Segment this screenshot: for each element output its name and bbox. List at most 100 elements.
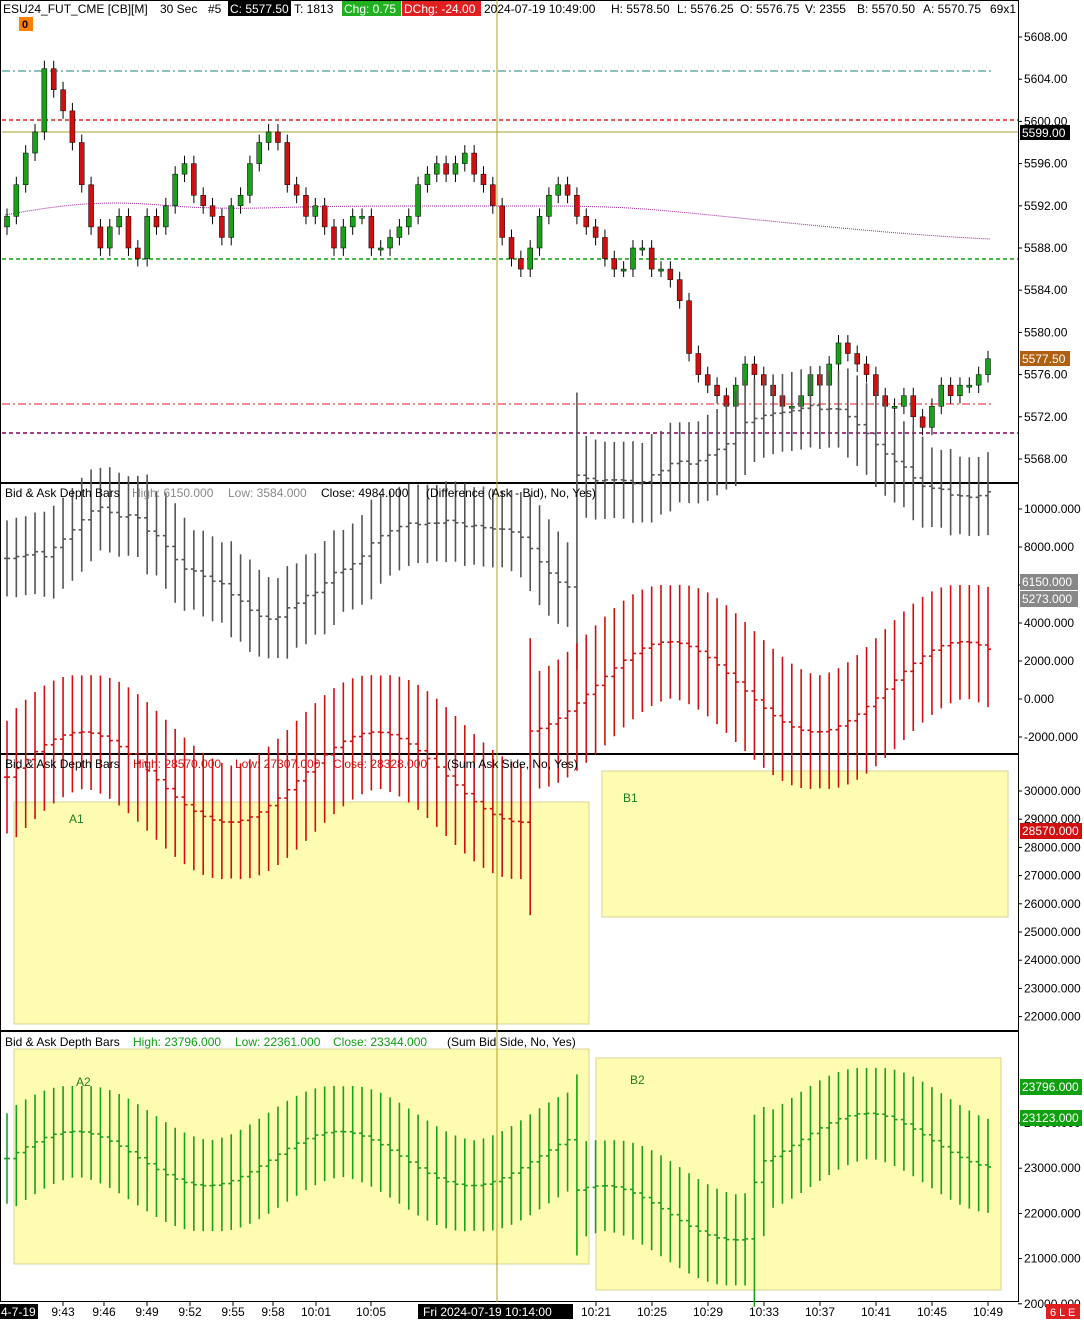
order-badge[interactable]	[19, 17, 33, 31]
candle-body	[583, 216, 590, 228]
price-axis-label: 5608.00	[1024, 30, 1068, 44]
candle-body	[555, 184, 561, 196]
candle-body	[181, 163, 188, 175]
diff-axis-label: 0.000	[1024, 692, 1054, 706]
bid-axis[interactable]: 24000.00023000.00022000.00021000.0002000…	[1018, 1116, 1081, 1311]
header-symbol: ESU24_FUT_CME [CB][M]	[3, 2, 148, 16]
price-tag-orange-bg	[1020, 351, 1070, 366]
header-low: L: 5576.25	[677, 2, 734, 16]
price-axis-label: 5600.00	[1024, 114, 1068, 128]
time-label: 9:43	[51, 1305, 75, 1319]
box-b1[interactable]	[601, 770, 1009, 918]
time-label: 10:21	[581, 1305, 611, 1319]
diff-params: (Difference (Ask - Bid), No, Yes)	[426, 486, 596, 500]
time-label: 10:01	[301, 1305, 331, 1319]
ask-axis-label: 29000.000	[1024, 812, 1081, 826]
candle-body	[321, 205, 328, 228]
time-axis[interactable]: 9:43 9:46 9:49 9:52 9:55 9:58 10:01 10:05 10:21 1…	[51, 1302, 1003, 1319]
ask-high: High: 28570.000	[133, 757, 221, 771]
diff-close: Close: 4984.000	[321, 486, 409, 500]
box-label-b2: B2	[630, 1073, 645, 1087]
time-label: 9:46	[92, 1305, 116, 1319]
candle-body	[901, 395, 907, 407]
candle-body	[620, 268, 627, 272]
ask-axis[interactable]: 30000.000 29000.000 28000.000 27000.000 2600…	[1018, 784, 1081, 1024]
status-bg	[1046, 1304, 1080, 1319]
time-label: 9:55	[221, 1305, 245, 1319]
header-size: 69x1	[990, 2, 1016, 16]
ask-tag-bg	[1020, 823, 1082, 839]
candle-body	[611, 258, 618, 270]
candle-body	[910, 395, 917, 418]
candle-body	[966, 384, 973, 388]
diff-axis[interactable]: 10000.0008000.0006000.0004000.0002000.00…	[1018, 502, 1081, 744]
chg-badge	[342, 1, 401, 16]
time-label: 10:41	[861, 1305, 891, 1319]
candle-body	[714, 384, 720, 396]
candle-body	[891, 406, 898, 409]
candle-body	[331, 226, 337, 249]
candle-body	[69, 110, 76, 143]
candle-body	[200, 195, 206, 207]
price-tag-black: 5599.00	[1022, 126, 1066, 140]
candle-body	[630, 247, 636, 270]
price-axis-label: 5592.00	[1024, 199, 1068, 213]
close-badge	[228, 1, 291, 16]
candle-body	[405, 216, 412, 228]
diff-tag-2: 5273.000	[1022, 592, 1072, 606]
candle-body	[247, 163, 253, 196]
diff-panel-header: Bid & Ask Depth Bars High: 6150.000 Low:…	[5, 486, 596, 500]
price-axis-label: 5572.00	[1024, 410, 1068, 424]
candle-body	[667, 268, 674, 280]
moving-average-line	[4, 202, 991, 240]
left-date: 4-7-19	[1, 1305, 36, 1319]
candle-body	[462, 152, 468, 164]
price-axis-label: 5596.00	[1024, 157, 1068, 171]
time-label: 10:05	[356, 1305, 386, 1319]
candle-body	[648, 247, 655, 270]
box-b2[interactable]	[595, 1057, 1002, 1291]
candle-body	[293, 184, 300, 196]
ask-low: Low: 27307.000	[235, 757, 321, 771]
candle-body	[396, 226, 403, 238]
ask-tag: 28570.000	[1022, 824, 1079, 838]
candle-body	[574, 195, 580, 217]
candle-body	[107, 226, 113, 249]
candle-body	[508, 237, 515, 259]
candle-body	[219, 216, 225, 238]
price-axis-label: 5576.00	[1024, 368, 1068, 382]
candle-body	[209, 205, 216, 217]
header-bar: ESU24_FUT_CME [CB][M] 30 Sec #5 C: 5577.…	[3, 1, 1016, 31]
bid-tag-1-bg	[1020, 1079, 1082, 1095]
time-label: 10:49	[973, 1305, 1003, 1319]
header-open: O: 5576.75	[740, 2, 800, 16]
diff-high: High: 6150.000	[132, 486, 214, 500]
diff-axis-label: 8000.000	[1024, 540, 1074, 554]
candle-body	[377, 247, 384, 251]
bid-axis-label: 23000.000	[1024, 1161, 1081, 1175]
bid-axis-label: 22000.000	[1024, 1206, 1081, 1220]
diff-axis-label: 2000.000	[1024, 654, 1074, 668]
price-axis[interactable]: 5608.00 5604.00 5600.00 5596.00 5592.00 5588.…	[1018, 30, 1068, 466]
bid-tag-1: 23796.000	[1022, 1080, 1079, 1094]
box-label-b1: B1	[623, 791, 638, 805]
candle-body	[434, 163, 440, 175]
candle-body	[172, 173, 178, 207]
candle-body	[163, 205, 169, 228]
candle-body	[938, 384, 945, 407]
candle-body	[60, 89, 66, 112]
price-axis-label: 5588.00	[1024, 241, 1068, 255]
bid-high: High: 23796.000	[133, 1035, 221, 1049]
candle-body	[947, 384, 954, 396]
dchg-badge	[402, 1, 481, 16]
candle-body	[490, 184, 496, 207]
candle-body	[22, 152, 29, 185]
bid-panel-header: Bid & Ask Depth Bars High: 23796.000 Low…	[5, 1035, 576, 1049]
candle-body	[41, 68, 48, 133]
candle-body	[845, 342, 851, 354]
header-chg: Chg: 0.75	[344, 2, 396, 16]
candle-body	[602, 237, 608, 259]
candle-body	[546, 195, 552, 217]
candle-body	[639, 247, 646, 251]
